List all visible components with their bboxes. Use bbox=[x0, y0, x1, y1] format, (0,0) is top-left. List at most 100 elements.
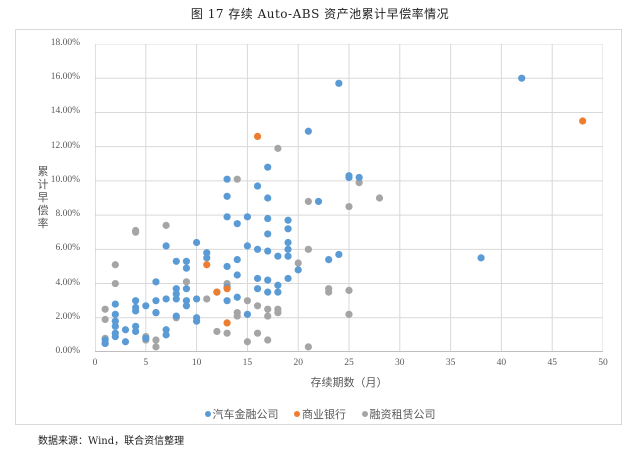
y-tick-label: 14.00% bbox=[50, 106, 80, 117]
y-tick-label: 12.00% bbox=[50, 140, 80, 151]
x-tick-label: 25 bbox=[344, 358, 354, 368]
data-point bbox=[142, 334, 150, 342]
data-point bbox=[284, 252, 292, 260]
data-point bbox=[579, 117, 587, 125]
data-point bbox=[233, 312, 241, 320]
data-point bbox=[152, 343, 160, 351]
chart-legend: 汽车金融公司 商业银行 融资租赁公司 bbox=[0, 406, 640, 422]
data-point bbox=[162, 295, 170, 303]
x-tick-label: 0 bbox=[92, 358, 98, 368]
data-point bbox=[304, 197, 312, 206]
data-point bbox=[132, 307, 140, 315]
data-point bbox=[264, 305, 272, 313]
x-axis-label: 存续期数（月） bbox=[310, 376, 388, 389]
data-point bbox=[243, 213, 251, 221]
scatter-plot-area bbox=[95, 44, 603, 352]
data-point bbox=[182, 302, 191, 310]
data-point bbox=[264, 194, 272, 202]
data-point bbox=[233, 256, 241, 264]
data-point bbox=[152, 336, 160, 344]
data-point bbox=[335, 79, 343, 87]
data-point bbox=[101, 315, 109, 324]
data-point bbox=[304, 127, 312, 135]
data-point bbox=[233, 271, 241, 279]
data-point bbox=[477, 254, 485, 262]
data-point bbox=[264, 230, 272, 238]
data-point bbox=[264, 336, 272, 344]
data-point bbox=[345, 286, 353, 294]
data-point bbox=[233, 220, 241, 228]
data-point bbox=[253, 245, 262, 253]
data-point bbox=[203, 249, 211, 257]
data-point bbox=[182, 264, 191, 272]
legend-item-leasing: 融资租赁公司 bbox=[361, 406, 436, 422]
data-point bbox=[223, 262, 231, 271]
data-point bbox=[274, 281, 282, 289]
data-point bbox=[223, 213, 231, 221]
data-point bbox=[142, 302, 150, 310]
data-point bbox=[101, 305, 109, 313]
data-point bbox=[304, 343, 312, 351]
data-point bbox=[111, 317, 119, 325]
data-point bbox=[355, 173, 363, 182]
x-tick-label: 40 bbox=[496, 358, 507, 368]
data-point bbox=[253, 182, 262, 190]
x-tick-label: 5 bbox=[143, 358, 149, 368]
data-point bbox=[243, 310, 251, 318]
data-point bbox=[253, 132, 262, 140]
data-point bbox=[223, 175, 231, 183]
data-point bbox=[264, 276, 272, 284]
data-point bbox=[172, 290, 180, 298]
data-point bbox=[162, 326, 170, 334]
data-point bbox=[132, 297, 140, 305]
data-point bbox=[223, 319, 231, 327]
y-tick-label: 6.00% bbox=[55, 243, 80, 254]
x-tick-label: 30 bbox=[395, 358, 405, 368]
x-tick-label: 45 bbox=[547, 358, 557, 368]
data-point bbox=[233, 175, 241, 183]
data-point bbox=[203, 261, 211, 269]
data-point bbox=[264, 163, 272, 171]
data-point bbox=[223, 192, 231, 200]
data-point bbox=[304, 245, 312, 253]
data-point bbox=[284, 225, 292, 233]
legend-marker-icon bbox=[204, 411, 211, 417]
data-point bbox=[294, 266, 302, 274]
data-point bbox=[253, 285, 262, 293]
y-tick-label: 2.00% bbox=[55, 311, 80, 322]
data-point bbox=[253, 329, 262, 337]
data-point bbox=[162, 331, 170, 339]
data-point bbox=[253, 274, 262, 283]
y-tick-label: 4.00% bbox=[55, 277, 80, 288]
x-tick-label: 15 bbox=[242, 358, 253, 368]
data-point bbox=[518, 74, 526, 82]
chart-frame bbox=[15, 29, 622, 425]
data-point bbox=[132, 228, 140, 236]
legend-item-commercial-bank: 商业银行 bbox=[294, 406, 346, 422]
data-point bbox=[111, 300, 119, 308]
data-point bbox=[162, 221, 170, 229]
data-point bbox=[274, 144, 282, 152]
data-point bbox=[284, 245, 292, 253]
x-tick-label: 50 bbox=[598, 358, 608, 368]
data-point bbox=[101, 339, 109, 348]
data-point bbox=[223, 329, 231, 337]
data-point bbox=[193, 317, 201, 325]
data-point bbox=[243, 242, 251, 250]
data-point bbox=[355, 179, 363, 187]
x-tick-label: 10 bbox=[191, 358, 202, 368]
data-point bbox=[172, 312, 180, 320]
data-point bbox=[233, 293, 241, 301]
data-point bbox=[274, 309, 282, 317]
series-0 bbox=[101, 74, 526, 348]
data-point bbox=[325, 288, 333, 296]
data-point bbox=[264, 214, 272, 223]
data-point bbox=[203, 295, 211, 303]
data-point bbox=[111, 310, 119, 318]
data-point bbox=[213, 327, 221, 336]
y-tick-label: 18.00% bbox=[50, 38, 80, 48]
series-1 bbox=[203, 117, 587, 327]
legend-label: 汽车金融公司 bbox=[212, 408, 279, 421]
data-point bbox=[284, 216, 292, 224]
data-point bbox=[284, 238, 292, 247]
